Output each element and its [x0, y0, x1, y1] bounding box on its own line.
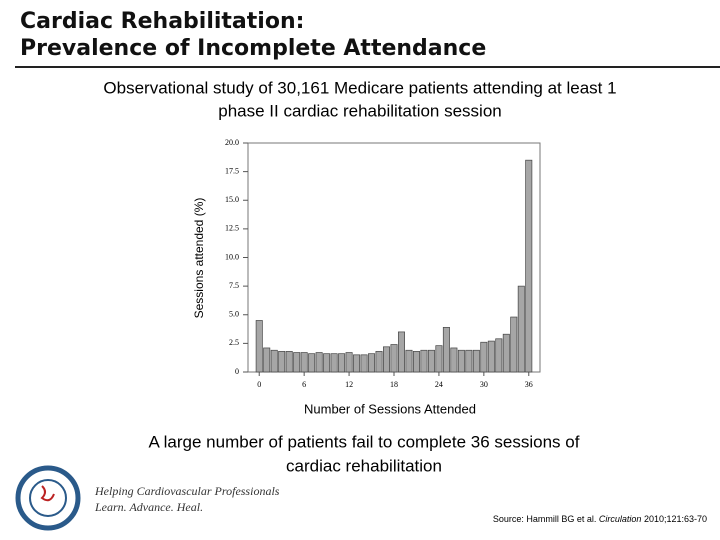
- x-tick-label: 36: [525, 380, 533, 389]
- bar: [338, 353, 346, 373]
- y-axis-label: Sessions attended (%): [192, 198, 206, 319]
- bar: [450, 347, 458, 373]
- subtitle: Observational study of 30,161 Medicare p…: [103, 78, 616, 97]
- bar: [502, 333, 510, 373]
- bar: [353, 354, 361, 373]
- logo: Helping Cardiovascular Professionals Lea…: [15, 465, 280, 531]
- y-tick-label: 7.5: [229, 281, 239, 290]
- bar: [390, 344, 398, 373]
- bar: [525, 159, 533, 373]
- bar: [308, 353, 316, 373]
- y-tick-label: 10.0: [225, 252, 239, 261]
- bar: [285, 351, 293, 373]
- y-tick-label: 15.0: [225, 195, 239, 204]
- logo-heart: [40, 485, 55, 502]
- bar: [457, 349, 465, 373]
- bar: [278, 351, 286, 373]
- y-tick-label: 0: [235, 367, 239, 376]
- bar: [442, 326, 450, 373]
- bar: [487, 340, 495, 373]
- annotation: A large number of patients fail to compl…: [149, 432, 580, 451]
- bar: [368, 353, 376, 373]
- logo-seal: [15, 465, 81, 531]
- y-tick-label: 20.0: [225, 138, 239, 147]
- bar: [263, 347, 271, 373]
- y-tick-label: 12.5: [225, 224, 239, 233]
- x-tick-label: 30: [480, 380, 488, 389]
- bar: [397, 331, 405, 373]
- subtitle: phase II cardiac rehabilitation session: [218, 101, 502, 120]
- logo-seal: [29, 479, 67, 517]
- source-prefix: Source: Hammill BG et al.: [493, 514, 597, 524]
- slide-title: Cardiac Rehabilitation:: [20, 9, 304, 34]
- y-tick-label: 2.5: [229, 338, 239, 347]
- bar: [300, 352, 308, 373]
- bar: [510, 316, 518, 373]
- bar: [427, 349, 435, 373]
- x-tick-label: 12: [345, 380, 353, 389]
- y-tick-label: 17.5: [225, 166, 239, 175]
- logo-text: Learn. Advance. Heal.: [94, 500, 203, 514]
- bar: [293, 352, 301, 373]
- bar: [405, 349, 413, 373]
- bar: [517, 285, 525, 373]
- bar: [330, 353, 338, 373]
- bar: [480, 341, 488, 373]
- bar: [270, 349, 278, 373]
- bar: [255, 320, 263, 373]
- x-tick-label: 18: [390, 380, 398, 389]
- bar: [375, 351, 383, 373]
- bar: [412, 351, 420, 373]
- source-citation: 2010;121:63-70: [644, 514, 707, 524]
- x-tick-label: 0: [257, 380, 261, 389]
- plot-area: [247, 142, 541, 373]
- bar: [383, 346, 391, 373]
- annotation: cardiac rehabilitation: [286, 456, 442, 475]
- bar: [435, 345, 443, 373]
- slide-title: Prevalence of Incomplete Attendance: [20, 36, 486, 61]
- bar: [345, 352, 353, 373]
- bar: [465, 349, 473, 373]
- logo-text: Helping Cardiovascular Professionals: [94, 484, 280, 498]
- x-tick-label: 24: [435, 380, 443, 389]
- source-journal: Circulation: [599, 514, 642, 524]
- bar: [495, 338, 503, 373]
- source: Source: Hammill BG et al. Circulation 20…: [493, 514, 707, 524]
- bar: [420, 349, 428, 373]
- y-tick-label: 5.0: [229, 310, 239, 319]
- x-tick-label: 6: [302, 380, 306, 389]
- x-axis-label: Number of Sessions Attended: [304, 401, 476, 416]
- bar: [323, 353, 331, 373]
- bar: [472, 349, 480, 373]
- bar: [360, 354, 368, 373]
- bar: [315, 352, 323, 373]
